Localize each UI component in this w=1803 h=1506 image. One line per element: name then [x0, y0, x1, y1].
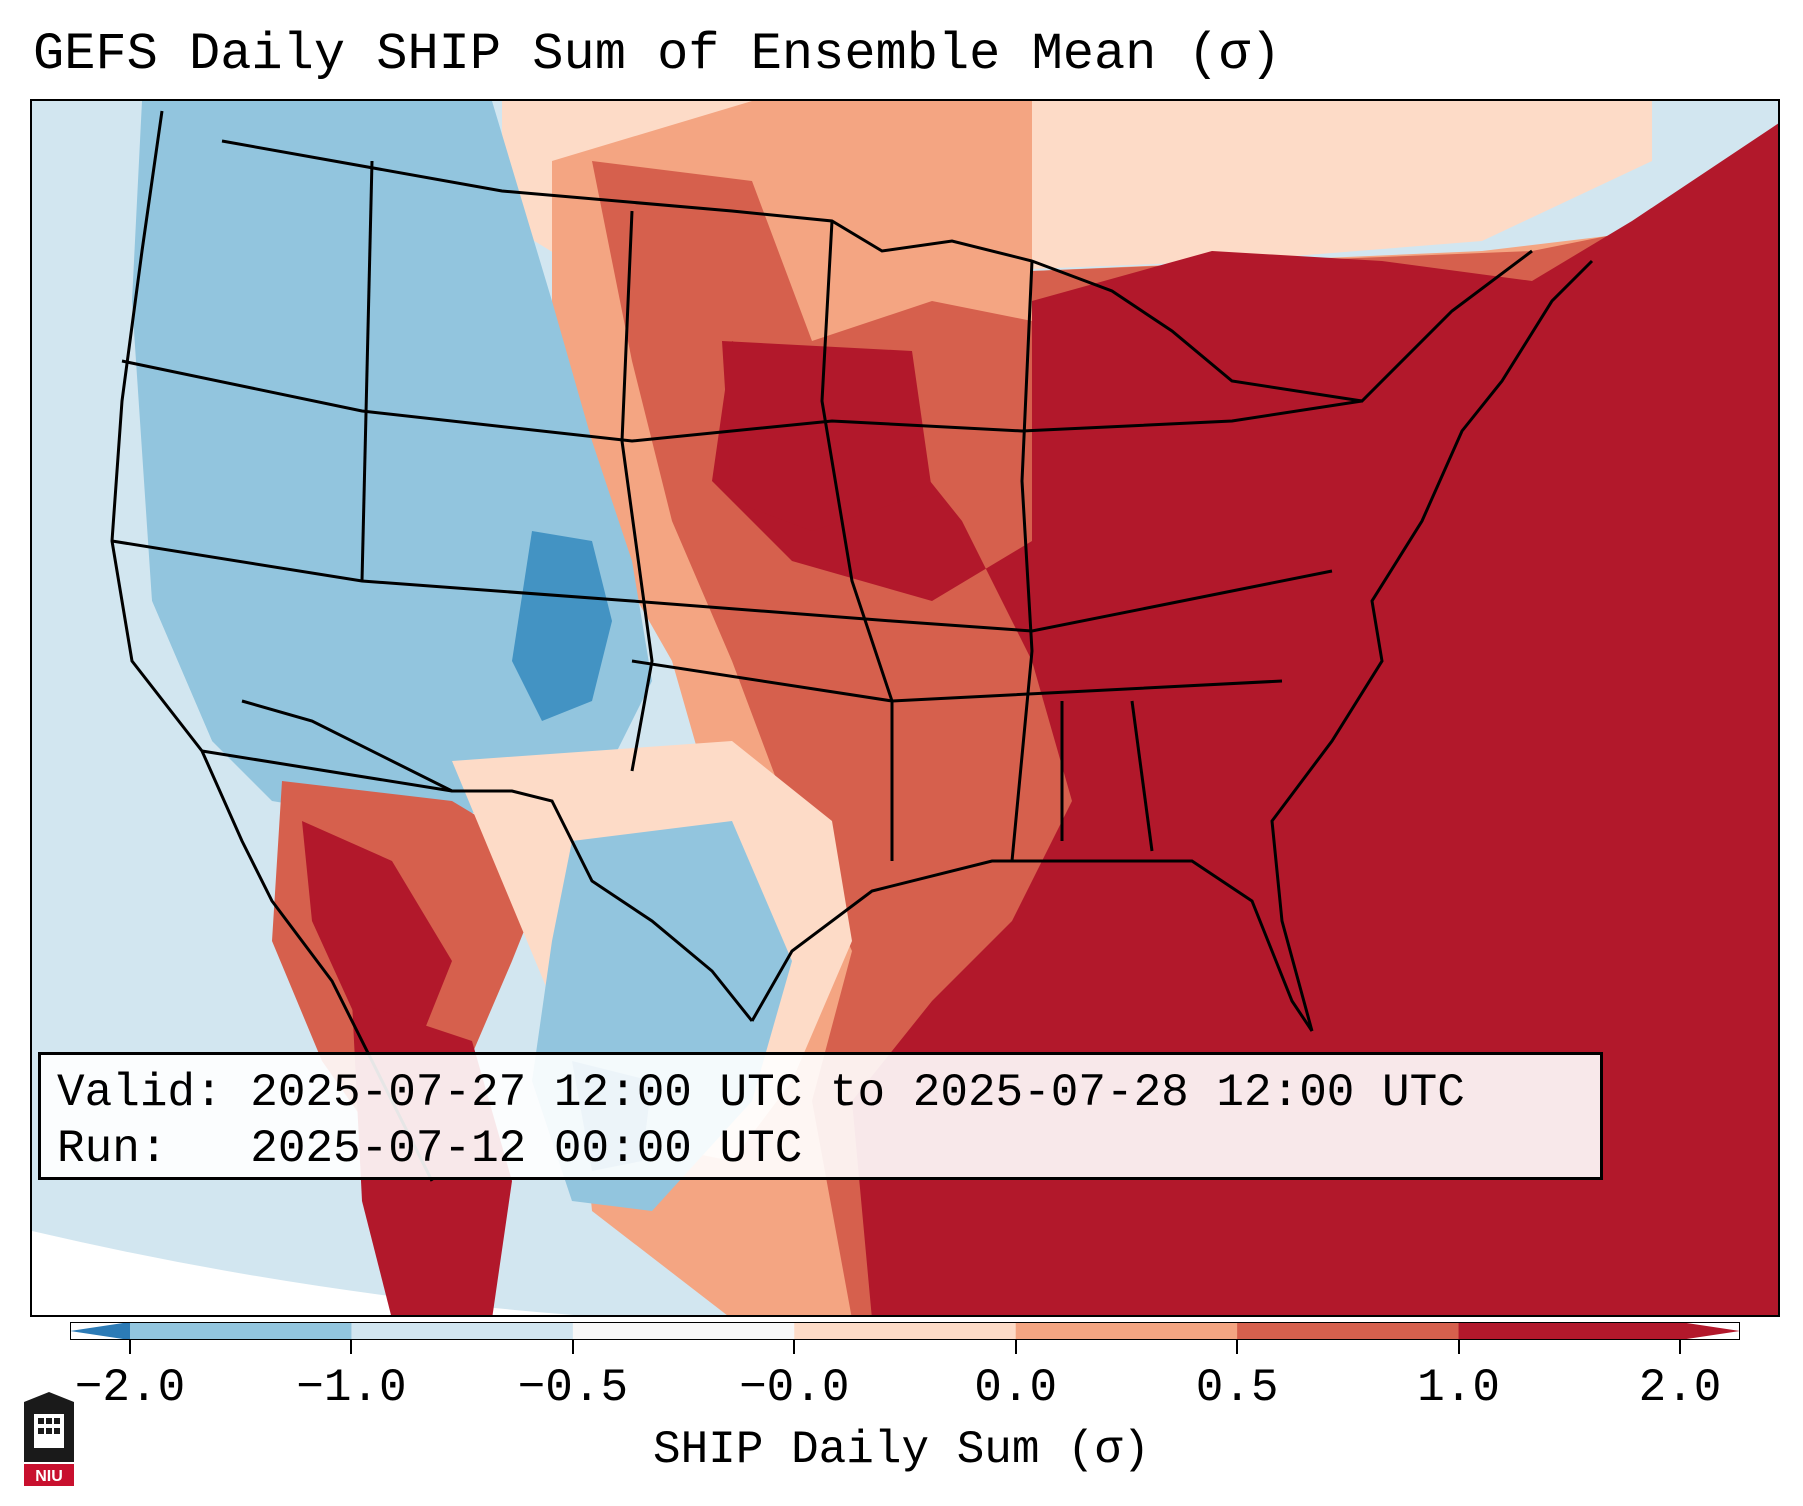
colorbar-segment — [1458, 1322, 1681, 1340]
colorbar-segment — [794, 1322, 1017, 1340]
colorbar-tick — [350, 1340, 353, 1354]
colorbar-tick — [793, 1340, 796, 1354]
colorbar-extend-low — [70, 1322, 130, 1340]
colorbar-tick — [571, 1340, 574, 1354]
colorbar-tick-label: 1.0 — [1417, 1362, 1500, 1414]
run-text: Run: 2025-07-12 00:00 UTC — [57, 1123, 803, 1175]
colorbar-tick-label: 0.5 — [1195, 1362, 1279, 1414]
colorbar-tick — [1236, 1340, 1239, 1354]
colorbar-segment — [1237, 1322, 1460, 1340]
colorbar-tick-label: −0.0 — [739, 1362, 850, 1414]
field-southwest-hot — [302, 821, 452, 1061]
colorbar-tick-label: −0.5 — [517, 1362, 629, 1414]
colorbar-tick — [1679, 1340, 1681, 1354]
field-colorado-cold — [512, 531, 612, 721]
logo-text: NIU — [35, 1468, 63, 1485]
colorbar-segment — [130, 1322, 352, 1340]
projection-edge — [32, 1231, 574, 1315]
state-boundaries — [110, 110, 1594, 1182]
valid-run-box: Valid: 2025-07-27 12:00 UTC to 2025-07-2… — [38, 1052, 1603, 1180]
map-title: GEFS Daily SHIP Sum of Ensemble Mean (σ) — [33, 25, 1282, 84]
colorbar-extend-high — [1680, 1322, 1740, 1340]
colorbar-tick-label: −2.0 — [74, 1362, 186, 1414]
colorbar — [70, 1322, 1740, 1340]
colorbar-tick-label: 0.0 — [974, 1362, 1058, 1414]
colorbar-segment — [572, 1322, 795, 1340]
colorbar-label: SHIP Daily Sum (σ) — [653, 1424, 1150, 1476]
field-strong-warm — [712, 123, 1778, 1315]
colorbar-segment — [351, 1322, 574, 1340]
valid-text: Valid: 2025-07-27 12:00 UTC to 2025-07-2… — [57, 1067, 1465, 1119]
colorbar-tick-label: 2.0 — [1638, 1362, 1722, 1414]
colorbar-tick — [1014, 1340, 1017, 1354]
colorbar-segment — [1015, 1322, 1238, 1340]
colorbar-tick — [129, 1340, 131, 1354]
colorbar-tick — [1457, 1340, 1460, 1354]
colorbar-tick-label: −1.0 — [296, 1362, 407, 1414]
colorbar-outline — [70, 1322, 1740, 1340]
niu-logo: NIU — [24, 1392, 74, 1486]
